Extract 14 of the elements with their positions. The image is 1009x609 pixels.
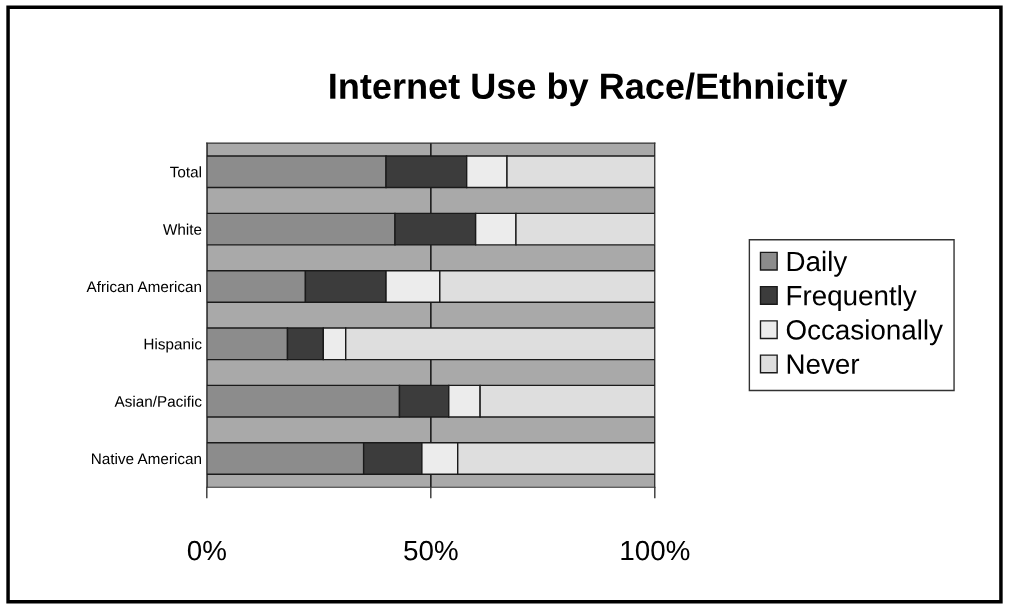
- y-tick-label: African American: [86, 280, 201, 293]
- x-tick-label: 0%: [187, 540, 226, 561]
- y-tick-label: White: [163, 223, 202, 235]
- x-tick-label: 50%: [404, 540, 458, 561]
- legend-label: Daily: [787, 250, 848, 277]
- legend-label: Occasionally: [786, 319, 943, 346]
- x-tick-label: 100%: [621, 540, 690, 561]
- y-tick-label: Total: [170, 166, 201, 178]
- chart-title: Internet Use by Race/Ethnicity: [330, 72, 848, 107]
- legend-label: Never: [787, 354, 860, 374]
- y-tick-label: Hispanic: [144, 338, 202, 353]
- y-tick-label: Native American: [92, 452, 201, 465]
- y-tick-label: Asian/Pacific: [114, 395, 202, 407]
- legend-label: Frequently: [787, 285, 917, 311]
